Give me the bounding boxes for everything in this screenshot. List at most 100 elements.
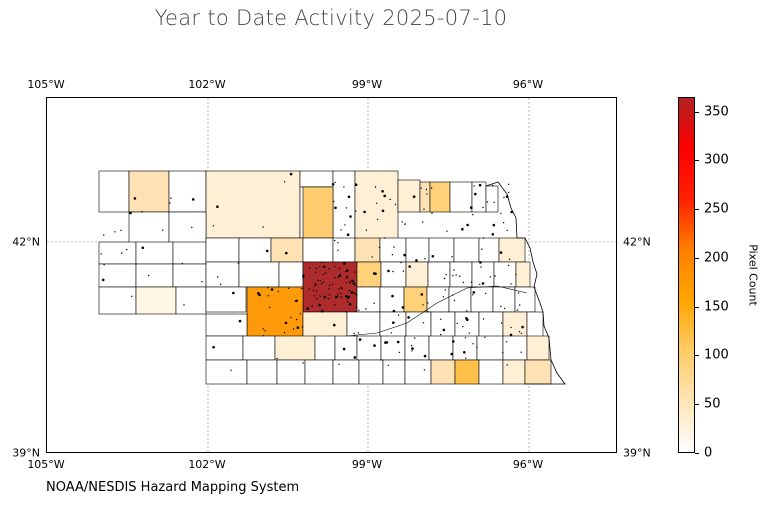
detection-point [392,321,395,324]
county-polygon [526,311,544,339]
source-credit: NOAA/NESDIS Hazard Mapping System [46,480,300,495]
colorbar-tick-label: 50 [704,396,721,412]
county-polygon [476,335,504,361]
county-polygon [205,286,247,313]
county-polygon [242,335,276,361]
detection-point [493,201,495,204]
county-polygon [98,241,137,265]
detection-point [390,332,392,334]
detection-point [473,185,475,187]
detection-point [374,272,377,275]
county-polygon [205,237,240,263]
detection-point [489,276,491,278]
detection-point [500,322,503,324]
detection-point [324,272,327,274]
detection-point [334,206,337,210]
colorbar-tick-mark [695,209,699,211]
detection-point [290,316,292,319]
colorbar-tick-mark [695,257,699,259]
detection-point [500,212,502,215]
detection-point [334,181,336,184]
detection-point [302,362,304,364]
detection-point [374,186,377,188]
county-polygon [428,335,454,361]
county-polygon [358,359,384,385]
detection-point [463,351,466,354]
detection-point [129,211,132,215]
detection-point [315,284,317,286]
detection-point [333,200,335,203]
detection-point [348,302,352,306]
detection-point [440,333,442,336]
county-polygon [302,237,334,263]
county-polygon [302,186,334,239]
detection-point [334,265,336,268]
detection-point [353,356,357,359]
detection-point [401,306,405,309]
county-polygon [493,261,517,288]
detection-point [349,281,351,283]
detection-point [317,279,319,282]
detection-point [354,183,358,186]
detection-point [322,281,325,283]
county-polygon [278,261,304,288]
detection-point [508,258,511,260]
detection-point [396,340,400,344]
detection-point [391,254,394,256]
detection-point [267,287,269,289]
detection-point [427,311,429,313]
detection-point [308,267,311,269]
detection-point [345,281,348,284]
detection-point [500,305,502,308]
detection-point [519,304,521,306]
colorbar-tick-label: 200 [704,250,729,266]
colorbar-tick-mark [695,453,699,454]
detection-point [482,237,485,239]
detection-point [472,343,474,345]
detection-point [466,223,469,227]
county-polygon [98,170,130,213]
detection-point [296,318,298,321]
detection-point [101,278,105,282]
detection-point [318,303,322,307]
detection-point [343,262,346,265]
detection-point [462,281,464,284]
county-polygon [470,286,494,313]
detection-point [378,246,381,249]
detection-point [264,330,266,332]
lon-label-top-105w: 105°W [27,78,65,91]
detection-point [408,265,412,268]
lon-label-bottom-99w: 99°W [351,458,383,471]
detection-point [170,197,172,199]
detection-point [323,295,326,299]
fire-detection-points [100,172,524,371]
detection-point [114,231,116,233]
county-polygon [246,286,304,339]
detection-point [381,209,385,213]
county-polygon [430,359,456,385]
county-polygon [332,359,360,385]
detection-point [301,326,304,328]
detection-point [494,275,496,277]
detection-point [453,269,455,271]
detection-point [343,186,345,188]
county-polygon [354,170,399,243]
detection-point [316,297,318,300]
detection-point [327,297,330,300]
colorbar-tick-mark [695,306,699,308]
detection-point [292,328,295,330]
county-polygon [205,170,301,239]
detection-point [400,261,402,264]
detection-point [423,369,426,371]
detection-point [337,242,339,244]
county-polygons [98,170,566,385]
detection-point [340,292,342,295]
detection-point [479,283,481,286]
detection-point [505,341,508,343]
chart-title: Year to Date Activity 2025-07-10 [154,6,508,30]
detection-point [346,301,349,303]
detection-point [183,304,185,306]
detection-point [147,274,150,277]
detection-point [353,332,355,335]
detection-point [201,280,203,283]
